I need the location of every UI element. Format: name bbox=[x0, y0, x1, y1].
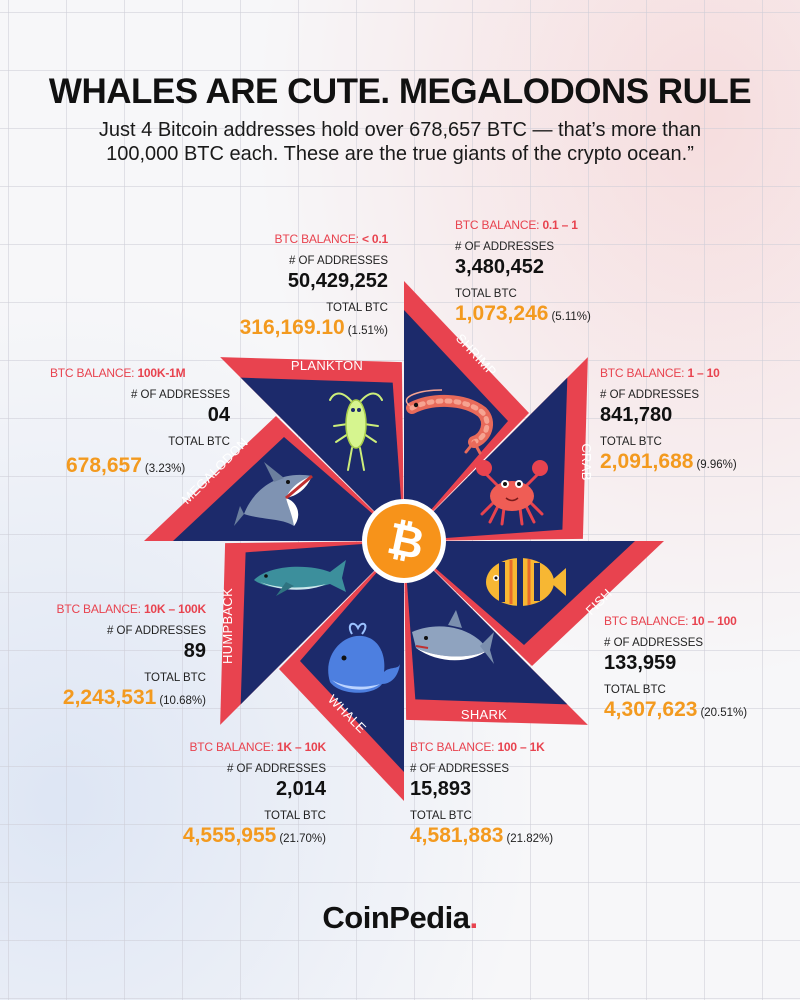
info-humpback: BTC BALANCE: 10K – 100K # OF ADDRESSES 8… bbox=[56, 602, 207, 710]
balance-label: BTC BALANCE: 10K – 100K bbox=[56, 602, 207, 616]
total-label: TOTAL BTC bbox=[264, 810, 326, 822]
fish-icon bbox=[486, 558, 566, 606]
total-value: 2,091,688 (9.96%) bbox=[600, 450, 737, 473]
addresses-value: 841,780 bbox=[600, 404, 673, 426]
addresses-value: 89 bbox=[183, 640, 206, 662]
total-value: 4,581,883 (21.82%) bbox=[410, 824, 554, 847]
total-label: TOTAL BTC bbox=[410, 810, 472, 822]
info-shrimp: BTC BALANCE: 0.1 – 1 # OF ADDRESSES 3,48… bbox=[455, 218, 591, 326]
total-label: TOTAL BTC bbox=[168, 436, 230, 448]
total-label: TOTAL BTC bbox=[455, 288, 517, 300]
balance-label: BTC BALANCE: 0.1 – 1 bbox=[455, 218, 578, 232]
info-megalodon-total: 678,657 (3.23%) bbox=[66, 452, 185, 478]
crab-icon bbox=[476, 460, 548, 526]
total-value: 678,657 (3.23%) bbox=[66, 454, 186, 477]
whale-icon bbox=[328, 622, 400, 693]
shrimp-icon bbox=[405, 389, 494, 455]
balance-label: BTC BALANCE: 100 – 1K bbox=[410, 740, 545, 754]
balance-label: BTC BALANCE: < 0.1 bbox=[274, 232, 389, 246]
balance-label: BTC BALANCE: 1K – 10K bbox=[189, 740, 326, 754]
band-label-crab: CRAB bbox=[579, 443, 594, 480]
balance-label: BTC BALANCE: 100K-1M bbox=[50, 366, 186, 380]
addresses-value: 04 bbox=[207, 404, 230, 426]
total-label: TOTAL BTC bbox=[326, 302, 388, 314]
info-megalodon: BTC BALANCE: 100K-1M bbox=[50, 366, 186, 380]
plankton-icon bbox=[329, 392, 383, 471]
band-label-shark: SHARK bbox=[461, 707, 507, 722]
megalodon-icon bbox=[234, 462, 313, 526]
humpback-icon bbox=[254, 560, 346, 596]
shark-icon bbox=[412, 610, 494, 664]
total-label: TOTAL BTC bbox=[600, 436, 662, 448]
band-label-plankton: PLANKTON bbox=[291, 358, 363, 373]
page-subtitle: Just 4 Bitcoin addresses hold over 678,6… bbox=[98, 119, 702, 165]
total-label: TOTAL BTC bbox=[144, 672, 206, 684]
balance-label: BTC BALANCE: 1 – 10 bbox=[600, 366, 720, 380]
balance-label: BTC BALANCE: 10 – 100 bbox=[604, 614, 737, 628]
total-value: 2,243,531 (10.68%) bbox=[62, 686, 206, 709]
info-plankton: BTC BALANCE: < 0.1 # OF ADDRESSES 50,429… bbox=[239, 232, 389, 340]
addresses-label: # OF ADDRESSES bbox=[226, 763, 326, 775]
addresses-value: 133,959 bbox=[604, 652, 677, 674]
addresses-value: 3,480,452 bbox=[455, 256, 544, 278]
addresses-label: # OF ADDRESSES bbox=[604, 637, 704, 649]
total-value: 316,169.10 (1.51%) bbox=[239, 316, 388, 339]
addresses-value: 15,893 bbox=[410, 778, 472, 800]
addresses-value: 2,014 bbox=[275, 778, 326, 800]
addresses-label: # OF ADDRESSES bbox=[600, 389, 700, 401]
info-crab: BTC BALANCE: 1 – 10 # OF ADDRESSES 841,7… bbox=[600, 366, 737, 474]
total-value: 4,307,623 (20.51%) bbox=[604, 698, 748, 721]
info-shark: BTC BALANCE: 100 – 1K # OF ADDRESSES 15,… bbox=[410, 740, 553, 848]
addresses-label: # OF ADDRESSES bbox=[455, 241, 555, 253]
coinpedia-logo[interactable]: CoinPedia. bbox=[322, 900, 478, 935]
total-label: TOTAL BTC bbox=[604, 684, 666, 696]
total-value: 4,555,955 (21.70%) bbox=[182, 824, 326, 847]
info-fish: BTC BALANCE: 10 – 100 # OF ADDRESSES 133… bbox=[604, 614, 747, 722]
info-whale: BTC BALANCE: 1K – 10K # OF ADDRESSES 2,0… bbox=[183, 740, 326, 848]
addresses-label: # OF ADDRESSES bbox=[130, 389, 230, 401]
addresses-label: # OF ADDRESSES bbox=[106, 625, 206, 637]
info-megalodon-values: # OF ADDRESSES 04 TOTAL BTC bbox=[131, 380, 230, 448]
addresses-label: # OF ADDRESSES bbox=[288, 255, 388, 267]
page-title: WHALES ARE CUTE. MEGALODONS RULE bbox=[48, 72, 752, 111]
total-value: 1,073,246 (5.11%) bbox=[455, 302, 591, 325]
band-label-humpback: HUMPBACK bbox=[220, 588, 235, 664]
addresses-label: # OF ADDRESSES bbox=[410, 763, 510, 775]
bitcoin-icon: ₿ bbox=[362, 499, 446, 583]
addresses-value: 50,429,252 bbox=[287, 270, 388, 292]
